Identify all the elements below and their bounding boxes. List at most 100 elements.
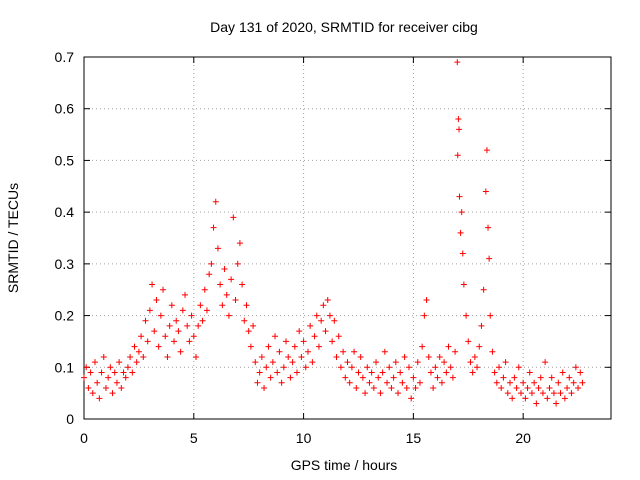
data-point	[478, 322, 485, 329]
y-tick-label: 0.5	[55, 152, 75, 168]
data-point	[304, 348, 311, 355]
data-point	[405, 364, 412, 371]
data-point	[333, 353, 340, 360]
data-point	[467, 359, 474, 366]
data-point	[241, 317, 248, 324]
data-point	[482, 188, 489, 195]
x-tick-label: 5	[190, 430, 198, 446]
data-point	[276, 348, 283, 355]
data-point	[261, 384, 268, 391]
data-point	[285, 353, 292, 360]
data-point	[526, 369, 533, 376]
data-point	[381, 348, 388, 355]
data-point	[355, 369, 362, 376]
data-point	[113, 379, 120, 386]
data-point	[250, 322, 257, 329]
data-point	[447, 364, 454, 371]
data-point	[91, 359, 98, 366]
data-point	[513, 384, 520, 391]
data-point	[102, 384, 109, 391]
data-point	[118, 384, 125, 391]
data-point	[234, 260, 241, 267]
data-point	[377, 390, 384, 397]
data-point	[458, 209, 465, 216]
data-point	[487, 312, 494, 319]
data-point	[438, 379, 445, 386]
data-point	[504, 390, 511, 397]
data-point	[528, 390, 535, 397]
x-axis-ticks: 0 5 10 15 20	[80, 57, 531, 446]
data-point	[436, 353, 443, 360]
data-point	[160, 286, 167, 293]
data-point	[155, 343, 162, 350]
data-point	[85, 384, 92, 391]
data-point	[157, 312, 164, 319]
data-point	[320, 302, 327, 309]
data-point	[83, 364, 90, 371]
data-point	[127, 353, 134, 360]
data-point	[208, 260, 215, 267]
data-point	[212, 198, 219, 205]
data-point	[300, 338, 307, 345]
data-point	[517, 390, 524, 397]
data-point	[274, 369, 281, 376]
data-point	[283, 338, 290, 345]
data-point	[272, 333, 279, 340]
data-point	[498, 384, 505, 391]
data-point	[348, 364, 355, 371]
data-point	[329, 338, 336, 345]
data-point	[162, 333, 169, 340]
data-point	[192, 353, 199, 360]
data-point	[311, 333, 318, 340]
data-point	[483, 147, 490, 154]
data-point	[269, 359, 276, 366]
data-point	[340, 348, 347, 355]
data-point	[168, 302, 175, 309]
data-point	[368, 369, 375, 376]
data-point	[491, 369, 498, 376]
data-point	[214, 245, 221, 252]
data-point	[335, 333, 342, 340]
data-point	[537, 374, 544, 381]
data-point	[98, 369, 105, 376]
data-point	[524, 384, 531, 391]
data-point	[357, 353, 364, 360]
data-point	[221, 266, 228, 273]
data-point	[203, 307, 210, 314]
data-point	[280, 364, 287, 371]
data-point	[252, 359, 259, 366]
data-point	[557, 390, 564, 397]
data-point	[531, 379, 538, 386]
data-point	[570, 379, 577, 386]
data-point	[190, 333, 197, 340]
data-point	[186, 338, 193, 345]
data-point	[561, 395, 568, 402]
data-point	[236, 240, 243, 247]
data-point	[469, 369, 476, 376]
data-point	[254, 379, 261, 386]
data-point	[225, 312, 232, 319]
data-point	[133, 359, 140, 366]
data-point	[509, 395, 516, 402]
data-point	[542, 359, 549, 366]
data-point	[210, 224, 217, 231]
data-point	[351, 348, 358, 355]
data-point	[572, 364, 579, 371]
data-point	[539, 390, 546, 397]
data-point	[489, 348, 496, 355]
data-point	[443, 369, 450, 376]
data-point	[144, 338, 151, 345]
data-point	[116, 359, 123, 366]
data-point	[140, 353, 147, 360]
data-point	[177, 348, 184, 355]
data-point	[217, 281, 224, 288]
data-point	[454, 152, 461, 159]
data-point	[430, 384, 437, 391]
data-point	[318, 317, 325, 324]
data-point	[546, 384, 553, 391]
data-point	[410, 374, 417, 381]
data-point	[493, 379, 500, 386]
data-points	[81, 59, 586, 407]
data-point	[197, 302, 204, 309]
data-point	[577, 369, 584, 376]
